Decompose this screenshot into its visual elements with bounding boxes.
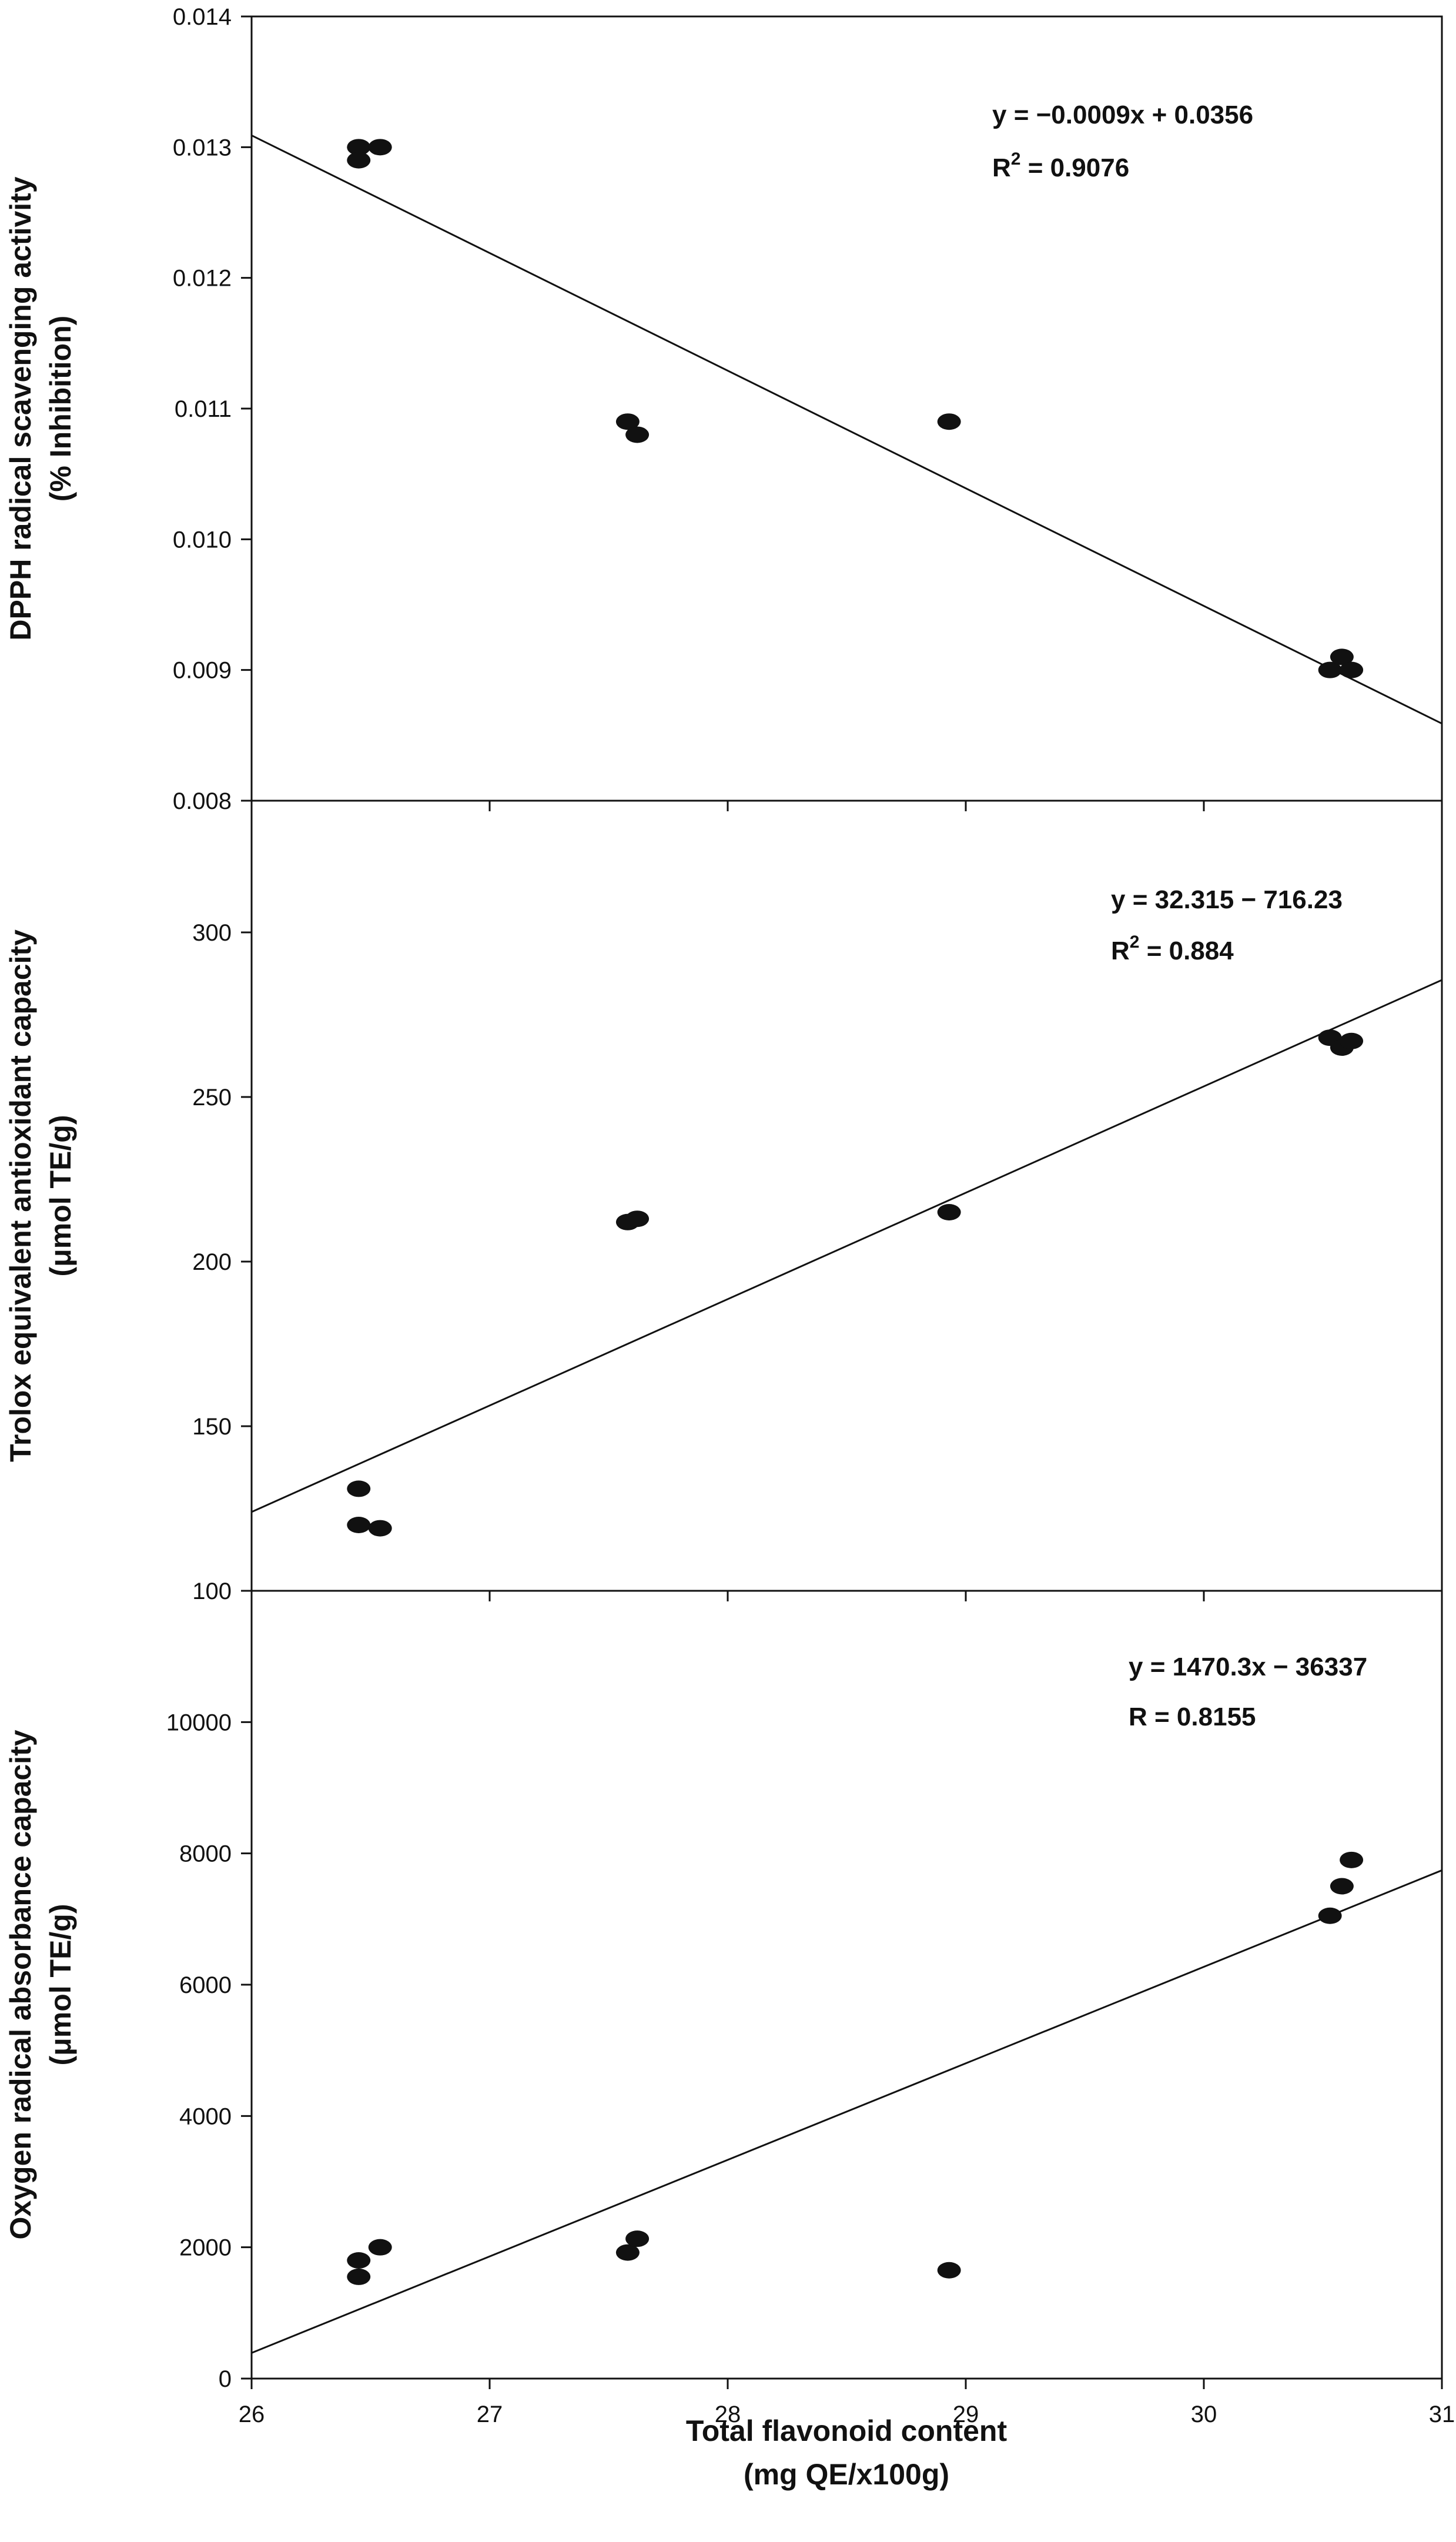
regression-equation: y = −0.0009x + 0.0356 bbox=[992, 101, 1253, 129]
data-point bbox=[368, 1520, 392, 1537]
y-axis-title-line2: (μmol TE/g) bbox=[44, 1115, 77, 1277]
data-point bbox=[368, 139, 392, 156]
y-axis-title-line1: DPPH radical scavenging activity bbox=[4, 176, 37, 640]
data-point bbox=[347, 1480, 371, 1497]
data-point bbox=[1318, 661, 1342, 678]
plot-frame bbox=[250, 15, 1443, 802]
y-tick-label: 100 bbox=[192, 1578, 232, 1604]
data-point bbox=[347, 2268, 371, 2285]
data-point bbox=[625, 2230, 650, 2247]
data-point bbox=[1318, 1907, 1342, 1924]
y-tick-label: 0 bbox=[219, 2366, 232, 2392]
data-point bbox=[347, 2252, 371, 2269]
y-tick-label: 4000 bbox=[179, 2103, 232, 2129]
data-point bbox=[347, 139, 371, 156]
y-tick-label: 0.008 bbox=[173, 788, 232, 814]
y-tick-label: 150 bbox=[192, 1414, 232, 1440]
x-tick-label: 26 bbox=[239, 2401, 265, 2427]
plot-frame bbox=[250, 1590, 1443, 2380]
y-axis-title-line2: (% Inhibition) bbox=[44, 316, 77, 502]
trend-line bbox=[251, 134, 1442, 725]
data-point bbox=[937, 2262, 961, 2279]
y-tick-label: 2000 bbox=[179, 2235, 232, 2261]
chart-panel-2: 100 150 200 250 300 Trolox equivalent antioxi… bbox=[4, 800, 1443, 1604]
y-axis-title-line1: Oxygen radical absorbance capacity bbox=[4, 1730, 37, 2239]
y-tick-label: 0.013 bbox=[173, 135, 232, 160]
plot-frame bbox=[250, 800, 1443, 1592]
data-point bbox=[368, 2239, 392, 2256]
x-tick-label: 29 bbox=[953, 2401, 979, 2427]
y-tick-label: 0.010 bbox=[173, 527, 232, 553]
data-point bbox=[1330, 648, 1354, 665]
trend-line bbox=[251, 1869, 1442, 2354]
chart-panel-3: 0 2000 4000 6000 8000 10000 26 27 28 29 30 31 Oxygen… bbox=[4, 1590, 1455, 2427]
y-axis-title-line1: Trolox equivalent antioxidant capacity bbox=[4, 929, 37, 1462]
y-tick-label: 0.012 bbox=[173, 266, 232, 292]
x-axis-title-line2: (mg QE/x100g) bbox=[744, 2458, 949, 2491]
data-point bbox=[1340, 1851, 1364, 1868]
y-tick-label: 250 bbox=[192, 1085, 232, 1111]
data-point bbox=[625, 426, 650, 443]
data-point bbox=[937, 413, 961, 430]
data-point bbox=[1330, 1878, 1354, 1895]
y-tick-label: 0.014 bbox=[173, 4, 232, 30]
x-tick-label: 30 bbox=[1191, 2401, 1217, 2427]
r-squared-label: R2 = 0.9076 bbox=[992, 149, 1129, 182]
data-point bbox=[347, 152, 371, 169]
data-point bbox=[347, 1517, 371, 1533]
x-tick-label: 28 bbox=[715, 2401, 741, 2427]
x-tick-label: 27 bbox=[477, 2401, 503, 2427]
y-tick-label: 300 bbox=[192, 920, 232, 946]
y-tick-label: 0.009 bbox=[173, 658, 232, 684]
regression-equation: y = 1470.3x − 36337 bbox=[1129, 1653, 1367, 1681]
y-tick-label: 10000 bbox=[166, 1710, 232, 1735]
y-axis-title-line2: (μmol TE/g) bbox=[44, 1904, 77, 2066]
data-point bbox=[1340, 1032, 1364, 1049]
y-tick-label: 200 bbox=[192, 1249, 232, 1275]
y-tick-label: 6000 bbox=[179, 1972, 232, 1998]
chart-panel-1: 0.008 0.009 0.010 0.011 0.012 0.013 0.014 DPPH … bbox=[4, 4, 1443, 814]
data-point bbox=[615, 2244, 640, 2261]
r-squared-label: R2 = 0.884 bbox=[1111, 932, 1234, 965]
y-tick-label: 0.011 bbox=[175, 396, 232, 422]
x-axis-title-line1: Total flavonoid content bbox=[686, 2414, 1008, 2447]
data-point bbox=[937, 1204, 961, 1220]
regression-equation: y = 32.315 − 716.23 bbox=[1111, 885, 1343, 914]
data-point bbox=[615, 413, 640, 430]
data-point bbox=[1340, 661, 1364, 678]
data-point bbox=[625, 1210, 650, 1227]
trend-line bbox=[251, 979, 1442, 1513]
r-squared-label: R = 0.8155 bbox=[1129, 1703, 1256, 1731]
x-tick-label: 31 bbox=[1429, 2401, 1455, 2427]
y-tick-label: 8000 bbox=[179, 1841, 232, 1867]
